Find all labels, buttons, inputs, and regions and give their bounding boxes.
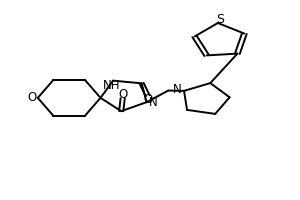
Text: O: O [27,91,36,104]
Text: O: O [144,93,153,106]
Text: NH: NH [103,79,120,92]
Text: N: N [149,96,158,109]
Text: O: O [118,88,127,101]
Text: S: S [216,13,224,26]
Text: N: N [173,83,182,96]
